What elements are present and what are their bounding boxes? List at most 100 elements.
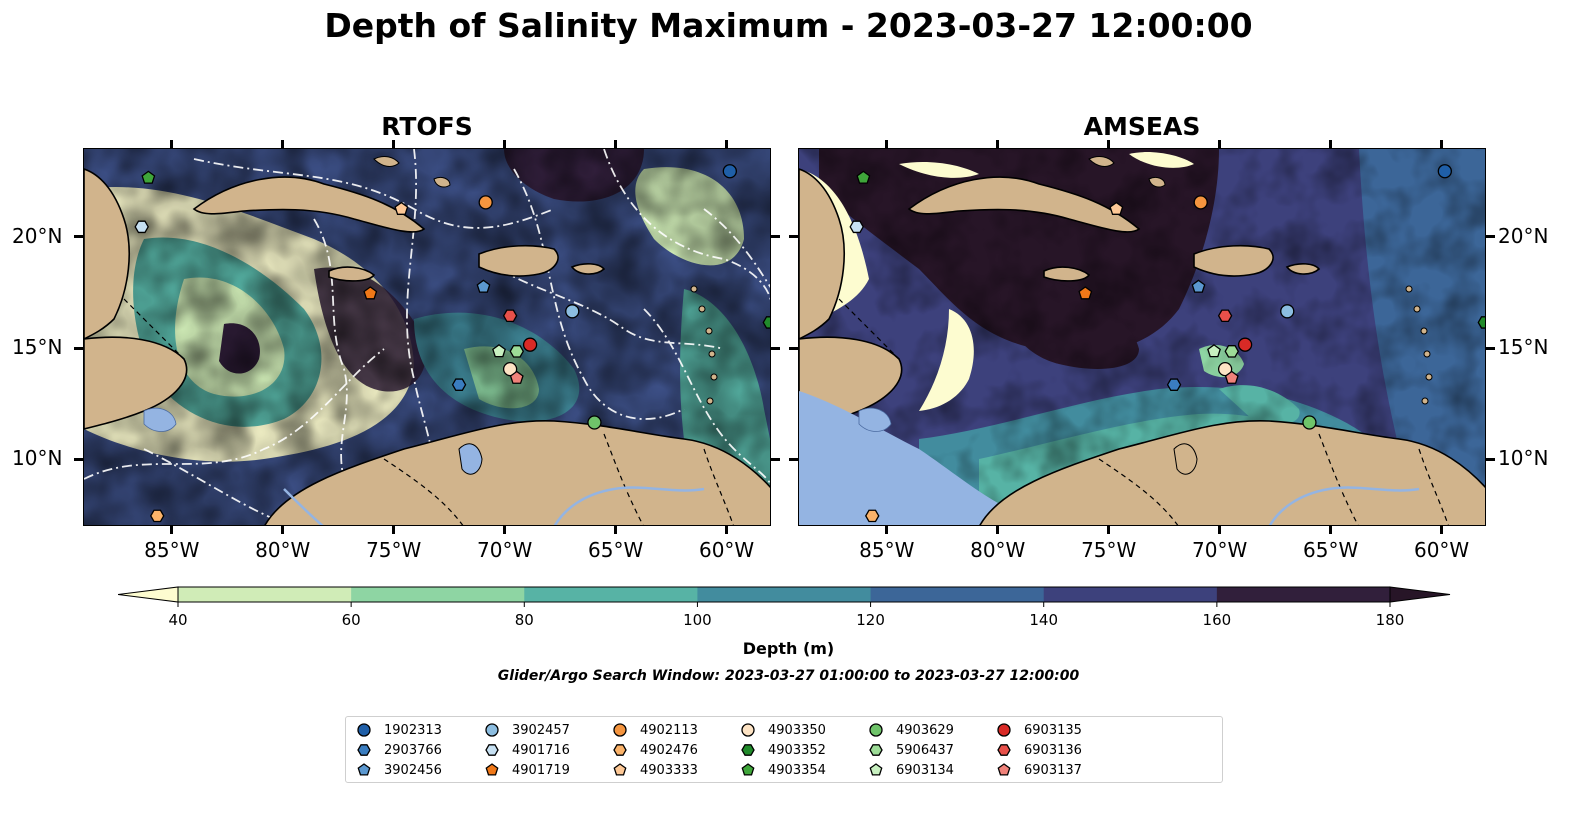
float-marker-6903135[interactable]: [522, 337, 538, 352]
lon-label: 75°W: [366, 538, 422, 562]
lat-tick: [1486, 346, 1495, 350]
legend-label: 4903354: [768, 762, 826, 778]
float-marker-4903333[interactable]: [1109, 201, 1124, 215]
float-marker-4902476[interactable]: [864, 509, 880, 523]
legend-marker-circle: [613, 723, 627, 737]
lon-tick: [725, 140, 729, 148]
float-marker-6903134[interactable]: [492, 344, 506, 358]
colorbar-tick-label: 180: [1376, 611, 1405, 629]
float-marker-6903137[interactable]: [509, 370, 524, 384]
float-marker-6903134[interactable]: [1207, 344, 1221, 358]
legend-item-4903350: 4903350: [740, 720, 826, 740]
legend-marker-circle: [741, 723, 755, 737]
lon-tick: [281, 140, 285, 148]
float-marker-4903333[interactable]: [394, 201, 409, 215]
legend-label: 1902313: [384, 722, 442, 738]
lon-label: 85°W: [144, 538, 200, 562]
float-marker-1902313[interactable]: [1437, 164, 1452, 179]
float-marker-4903354[interactable]: [141, 170, 156, 184]
float-marker-4902113[interactable]: [1193, 195, 1208, 210]
lat-tick: [1486, 235, 1495, 239]
colorbar-tick-label: 60: [342, 611, 361, 629]
float-marker-4901719[interactable]: [1078, 286, 1093, 300]
float-marker-3902456[interactable]: [1191, 279, 1206, 293]
float-marker-4903629[interactable]: [1302, 415, 1317, 430]
colorbar-segment: [1043, 587, 1218, 602]
float-marker-5906437[interactable]: [509, 345, 525, 358]
legend-item-6903136: 6903136: [996, 740, 1082, 760]
colorbar-tick-label: 140: [1029, 611, 1058, 629]
colorbar-segment: [870, 587, 1045, 602]
float-marker-3902457[interactable]: [1280, 304, 1295, 319]
lon-tick: [170, 526, 174, 534]
float-marker-6903135[interactable]: [1237, 337, 1253, 352]
legend-marker-hexagon: [741, 744, 755, 756]
float-marker-4901716[interactable]: [849, 220, 864, 234]
lon-tick: [725, 526, 729, 534]
legend-marker-circle: [869, 723, 883, 737]
float-marker-5906437[interactable]: [1224, 345, 1240, 358]
float-marker-4903352[interactable]: [762, 316, 771, 329]
legend-marker-hexagon: [869, 744, 883, 756]
colorbar-tick-label: 100: [683, 611, 712, 629]
legend-label: 3902456: [384, 762, 442, 778]
legend-label: 6903134: [896, 762, 954, 778]
float-marker-4902113[interactable]: [478, 195, 493, 210]
legend-marker-circle: [997, 723, 1011, 737]
lon-label: 70°W: [477, 538, 533, 562]
lon-tick: [614, 526, 618, 534]
legend-item-5906437: 5906437: [868, 740, 954, 760]
legend-marker-pentagon: [485, 763, 499, 776]
lat-label-left: 15°N: [12, 335, 63, 360]
float-marker-3902457[interactable]: [565, 304, 580, 319]
legend-label: 6903137: [1024, 762, 1082, 778]
legend-marker-pentagon: [357, 763, 371, 776]
legend-marker-hexagon: [485, 744, 499, 756]
colorbar-graphic: 40 60 80 100 120 140 160 180: [117, 586, 1451, 629]
float-marker-2903766[interactable]: [1166, 378, 1182, 391]
float-marker-4901716[interactable]: [134, 220, 149, 234]
legend-marker-circle: [357, 723, 371, 737]
legend-item-3902456: 3902456: [356, 760, 442, 780]
lon-tick: [885, 140, 889, 148]
legend-label: 4903352: [768, 742, 826, 758]
float-marker-4902476[interactable]: [149, 509, 165, 523]
float-marker-4903354[interactable]: [856, 170, 871, 184]
lon-tick: [392, 140, 396, 148]
lon-tick: [1218, 140, 1222, 148]
float-marker-4901719[interactable]: [363, 286, 378, 300]
legend-marker-pentagon: [869, 763, 883, 776]
legend-marker-hexagon: [613, 744, 627, 756]
lon-tick: [1329, 526, 1333, 534]
colorbar-segment: [524, 587, 698, 602]
colorbar-outline: [177, 586, 1391, 603]
float-marker-3902456[interactable]: [476, 279, 491, 293]
lon-label: 60°W: [698, 538, 755, 562]
lon-label: 60°W: [1413, 538, 1470, 562]
colorbar-tick-label: 120: [856, 611, 885, 629]
lat-tick: [74, 457, 83, 461]
float-marker-6903136[interactable]: [502, 309, 518, 323]
lon-tick: [996, 526, 1000, 534]
lon-label: 80°W: [970, 538, 1026, 562]
legend-item-4902476: 4902476: [612, 740, 698, 760]
legend-label: 2903766: [384, 742, 442, 758]
legend-label: 4903333: [640, 762, 698, 778]
float-marker-6903137[interactable]: [1224, 370, 1239, 384]
legend-label: 4902113: [640, 722, 698, 738]
float-marker-2903766[interactable]: [451, 378, 467, 391]
search-window-text: Glider/Argo Search Window: 2023-03-27 01…: [497, 668, 1080, 684]
amseas-map[interactable]: [798, 148, 1486, 526]
lat-tick: [771, 346, 780, 350]
lat-label-right: 20°N: [1498, 223, 1549, 248]
float-marker-4903352[interactable]: [1477, 316, 1486, 329]
lat-tick: [771, 457, 780, 461]
legend-marker-hexagon: [997, 744, 1011, 756]
lon-label: 75°W: [1081, 538, 1137, 562]
legend-item-6903134: 6903134: [868, 760, 954, 780]
rtofs-map[interactable]: [83, 148, 771, 526]
lon-tick: [170, 140, 174, 148]
float-marker-4903629[interactable]: [587, 415, 602, 430]
float-marker-1902313[interactable]: [722, 164, 737, 179]
float-marker-6903136[interactable]: [1217, 309, 1233, 323]
